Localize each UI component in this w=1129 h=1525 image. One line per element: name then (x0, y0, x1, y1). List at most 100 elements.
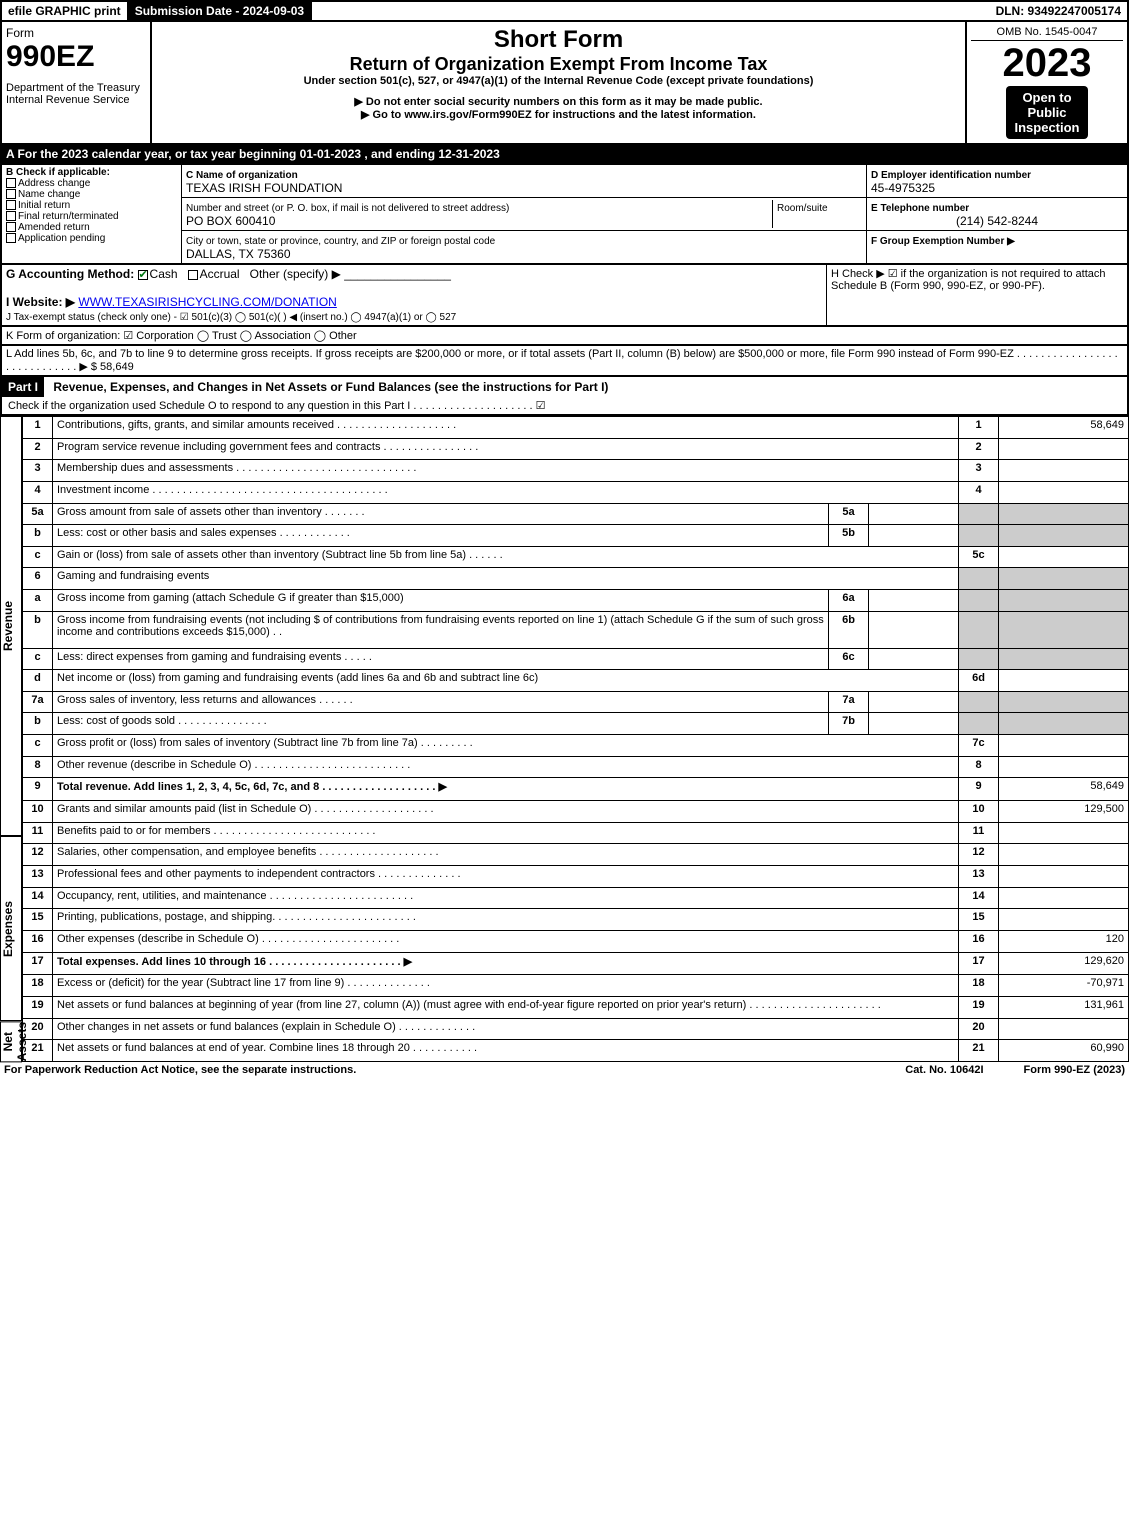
line-row: 10Grants and similar amounts paid (list … (23, 801, 1129, 823)
goto-link[interactable]: ▶ Go to www.irs.gov/Form990EZ for instru… (156, 108, 961, 121)
b-label: B Check if applicable: (6, 167, 177, 178)
city-state-zip: DALLAS, TX 75360 (186, 247, 291, 261)
check-option[interactable]: Name change (6, 189, 177, 200)
netassets-label: Net Assets (0, 1021, 22, 1062)
row-a-period: A For the 2023 calendar year, or tax yea… (0, 145, 1129, 165)
line-row: bGross income from fundraising events (n… (23, 611, 1129, 648)
line-row: 5aGross amount from sale of assets other… (23, 503, 1129, 525)
part-i-bar: Part I (2, 377, 44, 397)
cash-checkbox[interactable] (138, 270, 148, 280)
check-option[interactable]: Amended return (6, 222, 177, 233)
line-desc: Salaries, other compensation, and employ… (53, 844, 959, 866)
check-option[interactable]: Application pending (6, 233, 177, 244)
l-amount: 58,649 (100, 361, 134, 373)
line-desc: Less: cost of goods sold . . . . . . . .… (53, 713, 829, 735)
check-option[interactable]: Address change (6, 178, 177, 189)
line-desc: Less: direct expenses from gaming and fu… (53, 648, 829, 670)
l-gross-receipts: L Add lines 5b, 6c, and 7b to line 9 to … (0, 346, 1129, 377)
line-desc: Professional fees and other payments to … (53, 866, 959, 888)
accrual-checkbox[interactable] (188, 270, 198, 280)
efile-print[interactable]: efile GRAPHIC print (2, 2, 129, 20)
org-name: TEXAS IRISH FOUNDATION (186, 181, 342, 195)
c-name-label: C Name of organization (186, 170, 298, 181)
line-desc: Gross sales of inventory, less returns a… (53, 691, 829, 713)
expenses-label: Expenses (0, 836, 22, 1021)
submission-date: Submission Date - 2024-09-03 (129, 2, 312, 20)
check-if-applicable: B Check if applicable: Address changeNam… (2, 165, 182, 263)
line-desc: Less: cost or other basis and sales expe… (53, 525, 829, 547)
line-row: 20Other changes in net assets or fund ba… (23, 1018, 1129, 1040)
tax-year: 2023 (971, 41, 1123, 86)
line-row: 13Professional fees and other payments t… (23, 866, 1129, 888)
accrual-label: Accrual (200, 267, 240, 281)
line-desc: Other changes in net assets or fund bala… (53, 1018, 959, 1040)
cash-label: Cash (150, 267, 178, 281)
g-label: G Accounting Method: (6, 267, 134, 281)
i-label: I Website: ▶ (6, 295, 75, 309)
part-i-sub: Check if the organization used Schedule … (2, 397, 1127, 414)
line-desc: Printing, publications, postage, and shi… (53, 909, 959, 931)
line-row: dNet income or (loss) from gaming and fu… (23, 670, 1129, 692)
line-desc: Investment income . . . . . . . . . . . … (53, 481, 959, 503)
form-header: Form 990EZ Department of the Treasury In… (0, 22, 1129, 145)
street-label: Number and street (or P. O. box, if mail… (186, 203, 509, 214)
year-block: OMB No. 1545-0047 2023 Open to Public In… (967, 22, 1127, 143)
short-form-title: Short Form (156, 26, 961, 54)
footer: For Paperwork Reduction Act Notice, see … (0, 1062, 1129, 1078)
line-row: 21Net assets or fund balances at end of … (23, 1040, 1129, 1062)
line-row: 14Occupancy, rent, utilities, and mainte… (23, 887, 1129, 909)
line-desc: Gross amount from sale of assets other t… (53, 503, 829, 525)
line-desc: Gross income from gaming (attach Schedul… (53, 590, 829, 612)
line-row: 18Excess or (deficit) for the year (Subt… (23, 975, 1129, 997)
form-title-block: Short Form Return of Organization Exempt… (152, 22, 967, 143)
line-desc: Net income or (loss) from gaming and fun… (53, 670, 959, 692)
paperwork-notice: For Paperwork Reduction Act Notice, see … (4, 1064, 356, 1076)
form-ref: Form 990-EZ (2023) (1024, 1064, 1125, 1076)
ein: 45-4975325 (871, 181, 935, 195)
line-row: 19Net assets or fund balances at beginni… (23, 997, 1129, 1019)
line-desc: Grants and similar amounts paid (list in… (53, 801, 959, 823)
top-bar: efile GRAPHIC print Submission Date - 20… (0, 0, 1129, 22)
f-group-label: F Group Exemption Number ▶ (871, 236, 1015, 247)
d-ein-label: D Employer identification number (871, 170, 1031, 181)
line-desc: Other expenses (describe in Schedule O) … (53, 930, 959, 952)
line-desc: Net assets or fund balances at beginning… (53, 997, 959, 1019)
line-row: 12Salaries, other compensation, and empl… (23, 844, 1129, 866)
line-row: bLess: cost or other basis and sales exp… (23, 525, 1129, 547)
j-tax-exempt: J Tax-exempt status (check only one) - ☑… (6, 312, 456, 323)
ssn-warning: ▶ Do not enter social security numbers o… (156, 95, 961, 108)
form-number: 990EZ (6, 40, 146, 74)
dept-treasury: Department of the Treasury Internal Reve… (6, 82, 146, 106)
phone: (214) 542-8244 (871, 214, 1123, 228)
check-option[interactable]: Initial return (6, 200, 177, 211)
line-desc: Occupancy, rent, utilities, and maintena… (53, 887, 959, 909)
part-i-header: Part I Revenue, Expenses, and Changes in… (0, 377, 1129, 416)
line-desc: Gain or (loss) from sale of assets other… (53, 546, 959, 568)
line-row: 15Printing, publications, postage, and s… (23, 909, 1129, 931)
line-desc: Total revenue. Add lines 1, 2, 3, 4, 5c,… (53, 778, 959, 801)
line-desc: Other revenue (describe in Schedule O) .… (53, 756, 959, 778)
line-row: cGross profit or (loss) from sales of in… (23, 735, 1129, 757)
website-link[interactable]: WWW.TEXASIRISHCYCLING.COM/DONATION (78, 295, 336, 309)
accounting-method: G Accounting Method: Cash Accrual Other … (2, 265, 827, 325)
line-row: 2Program service revenue including gover… (23, 438, 1129, 460)
l-text: L Add lines 5b, 6c, and 7b to line 9 to … (6, 348, 1118, 373)
line-desc: Excess or (deficit) for the year (Subtra… (53, 975, 959, 997)
line-row: 3Membership dues and assessments . . . .… (23, 460, 1129, 482)
k-form-org: K Form of organization: ☑ Corporation ◯ … (0, 327, 1129, 346)
other-specify: Other (specify) ▶ (250, 267, 341, 281)
form-id-block: Form 990EZ Department of the Treasury In… (2, 22, 152, 143)
dln: DLN: 93492247005174 (990, 2, 1127, 20)
line-row: 7aGross sales of inventory, less returns… (23, 691, 1129, 713)
under-section: Under section 501(c), 527, or 4947(a)(1)… (156, 75, 961, 87)
line-desc: Net assets or fund balances at end of ye… (53, 1040, 959, 1062)
omb-number: OMB No. 1545-0047 (971, 26, 1123, 41)
check-option[interactable]: Final return/terminated (6, 211, 177, 222)
line-row: 17Total expenses. Add lines 10 through 1… (23, 952, 1129, 975)
line-row: 9Total revenue. Add lines 1, 2, 3, 4, 5c… (23, 778, 1129, 801)
open-public: Open to Public Inspection (1006, 86, 1087, 139)
e-phone-label: E Telephone number (871, 203, 969, 214)
line-desc: Gaming and fundraising events (53, 568, 959, 590)
ein-phone-block: D Employer identification number 45-4975… (867, 165, 1127, 263)
line-row: 11Benefits paid to or for members . . . … (23, 822, 1129, 844)
